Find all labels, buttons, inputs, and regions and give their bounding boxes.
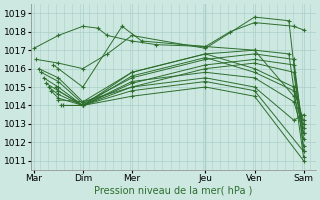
X-axis label: Pression niveau de la mer( hPa ): Pression niveau de la mer( hPa ) xyxy=(94,186,253,196)
